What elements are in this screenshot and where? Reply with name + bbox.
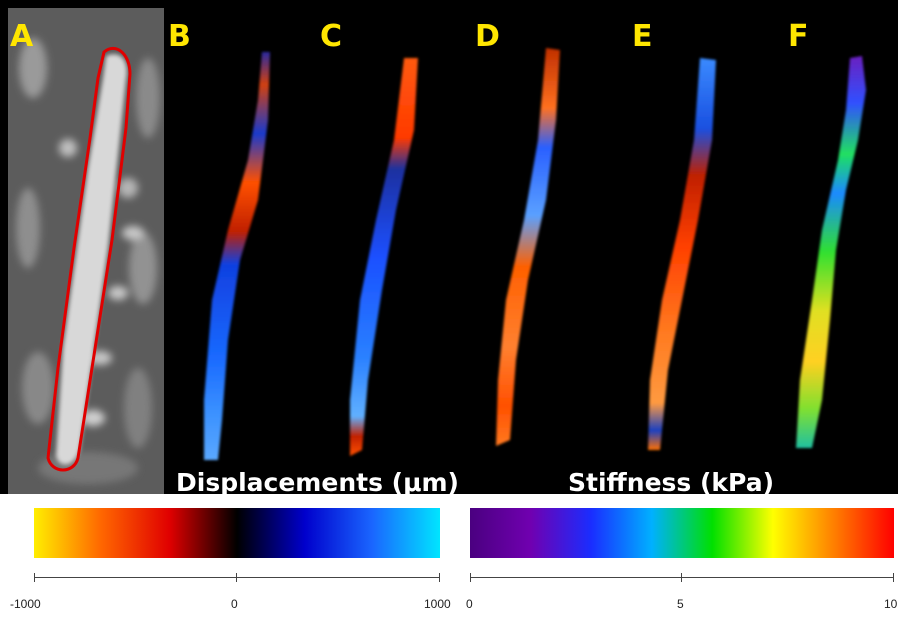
stiffness-colorbar bbox=[470, 508, 894, 558]
displacement-colorbar bbox=[34, 508, 440, 558]
panel-label-b: B bbox=[168, 19, 191, 54]
mri-contour bbox=[46, 46, 132, 472]
stiffness-tick-label: 0 bbox=[466, 597, 473, 611]
displacement-tick-label: 1000 bbox=[424, 597, 451, 611]
stiffness-tick bbox=[681, 573, 682, 582]
panel-label-e: E bbox=[632, 19, 653, 54]
displacement-tick-label: 0 bbox=[231, 597, 238, 611]
stiffness-tick bbox=[470, 573, 471, 582]
panel-label-a: A bbox=[10, 19, 34, 54]
displacement-tick bbox=[439, 573, 440, 582]
mri-image-panel-a bbox=[8, 8, 164, 496]
displacement-tick-label: -1000 bbox=[10, 597, 41, 611]
elastography-maps bbox=[204, 48, 866, 460]
strip-d bbox=[496, 48, 560, 446]
strip-c bbox=[350, 58, 418, 456]
stiffness-axis bbox=[470, 577, 894, 578]
stiffness-tick bbox=[893, 573, 894, 582]
panel-label-f: F bbox=[788, 19, 809, 54]
strip-b bbox=[204, 52, 270, 460]
stiffness-scale-title: Stiffness (kPa) bbox=[568, 468, 774, 497]
panel-label-d: D bbox=[475, 19, 500, 54]
strip-e bbox=[648, 58, 716, 450]
displacement-tick bbox=[34, 573, 35, 582]
stiffness-tick-label: 5 bbox=[677, 597, 684, 611]
displacement-tick bbox=[236, 573, 237, 582]
displacement-scale-title: Displacements (μm) bbox=[176, 468, 459, 497]
stiffness-tick-label: 10 bbox=[884, 597, 898, 611]
panel-label-c: C bbox=[320, 19, 343, 54]
strip-f bbox=[796, 56, 866, 448]
displacement-axis bbox=[34, 577, 440, 578]
